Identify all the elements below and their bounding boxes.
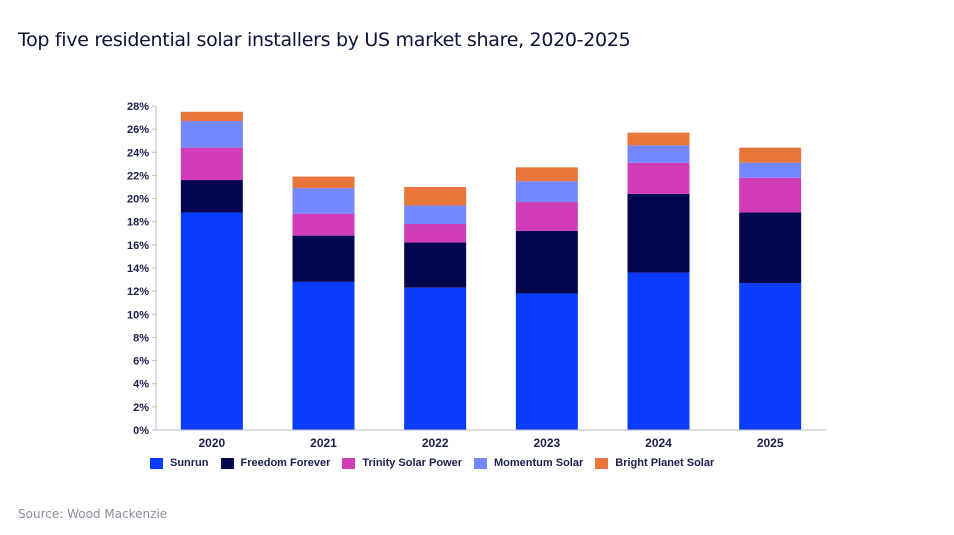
y-tick-label: 6% (133, 356, 149, 368)
source-note: Source: Wood Mackenzie (18, 507, 168, 521)
bar-segment-bright-planet-solar-2020 (180, 111, 243, 122)
bar-segment-trinity-solar-power-2020 (180, 147, 243, 181)
bar-segment-sunrun-2024 (627, 272, 690, 430)
y-tick-label: 0% (133, 425, 149, 437)
bar-segment-freedom-forever-2020 (180, 180, 243, 213)
bar-segment-trinity-solar-power-2024 (627, 162, 690, 194)
bar-segment-bright-planet-solar-2023 (515, 167, 578, 182)
x-tick-label-2024: 2024 (645, 436, 672, 450)
legend-item-freedom-forever: Freedom Forever (220, 457, 331, 469)
y-tick-label: 14% (127, 263, 149, 275)
bar-segment-freedom-forever-2022 (404, 242, 467, 288)
legend-swatch (474, 457, 488, 469)
bar-segment-freedom-forever-2023 (515, 230, 578, 294)
legend-item-bright-planet-solar: Bright Planet Solar (595, 457, 714, 469)
y-tick-label: 4% (133, 379, 149, 391)
y-tick-label: 10% (127, 309, 149, 321)
bar-segment-momentum-solar-2020 (180, 121, 243, 148)
x-tick-label-2025: 2025 (757, 436, 784, 450)
y-tick-label: 20% (127, 194, 149, 206)
x-tick-label-2022: 2022 (422, 436, 449, 450)
y-tick-label: 26% (127, 124, 149, 136)
legend-label: Freedom Forever (240, 457, 331, 469)
y-tick-label: 24% (127, 147, 149, 159)
y-tick-label: 2% (133, 402, 149, 414)
bar-segment-trinity-solar-power-2025 (739, 177, 802, 213)
legend-item-trinity-solar-power: Trinity Solar Power (342, 457, 462, 469)
bar-segment-momentum-solar-2022 (404, 205, 467, 225)
bar-segment-bright-planet-solar-2024 (627, 132, 690, 146)
bar-segment-freedom-forever-2024 (627, 193, 690, 273)
legend-label: Trinity Solar Power (362, 457, 463, 469)
bar-segment-bright-planet-solar-2025 (739, 147, 802, 163)
legend-swatch (595, 457, 609, 469)
legend-swatch (342, 457, 356, 469)
bar-segment-sunrun-2025 (739, 283, 802, 430)
y-tick-label: 18% (127, 217, 149, 229)
bar-segment-freedom-forever-2025 (739, 212, 802, 284)
bar-segment-trinity-solar-power-2022 (404, 224, 467, 243)
y-tick-label: 8% (133, 332, 149, 344)
legend-swatch (220, 457, 234, 469)
y-tick-label: 16% (127, 240, 149, 252)
legend: Sunrun Freedom Forever Trinity Solar Power… (150, 457, 726, 469)
y-tick-label: 12% (127, 286, 149, 298)
legend-item-momentum-solar: Momentum Solar (474, 457, 583, 469)
bar-segment-momentum-solar-2021 (292, 188, 355, 214)
x-tick-label-2020: 2020 (198, 436, 225, 450)
legend-label: Momentum Solar (494, 457, 584, 469)
legend-label: Bright Planet Solar (615, 457, 715, 469)
bar-segment-sunrun-2023 (515, 293, 578, 430)
bar-segment-sunrun-2022 (404, 287, 467, 430)
bar-segment-freedom-forever-2021 (292, 235, 355, 282)
bar-segment-momentum-solar-2025 (739, 162, 802, 178)
x-tick-label-2021: 2021 (310, 436, 337, 450)
y-tick-label: 22% (127, 170, 149, 182)
chart-title: Top five residential solar installers by… (18, 29, 631, 51)
bar-segment-trinity-solar-power-2023 (515, 202, 578, 231)
y-tick-label: 28% (127, 101, 149, 113)
x-tick-label-2023: 2023 (533, 436, 560, 450)
legend-swatch (150, 457, 163, 469)
bar-segment-momentum-solar-2023 (515, 181, 578, 203)
legend-item-sunrun: Sunrun (150, 457, 209, 469)
bar-segment-trinity-solar-power-2021 (292, 213, 355, 236)
bar-segment-momentum-solar-2024 (627, 145, 690, 163)
bar-segment-bright-planet-solar-2022 (404, 187, 467, 206)
bar-segment-bright-planet-solar-2021 (292, 176, 355, 189)
bar-segment-sunrun-2021 (292, 281, 355, 430)
legend-label: Sunrun (170, 457, 209, 469)
bar-segment-sunrun-2020 (180, 212, 243, 430)
